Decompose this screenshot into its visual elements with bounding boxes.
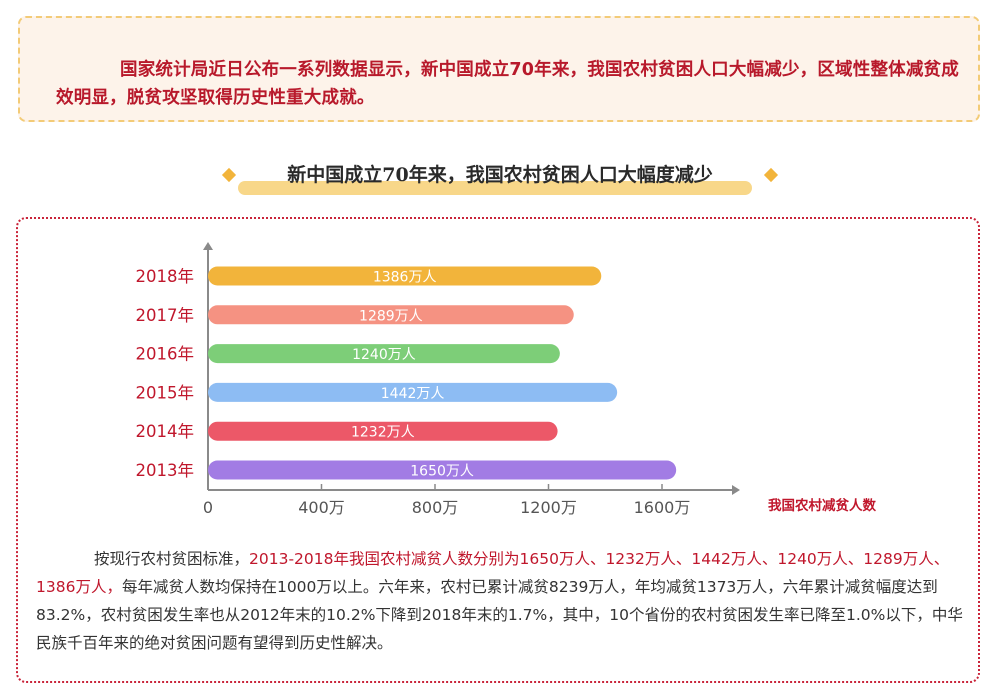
x-tick-label: 400万 [298,498,345,517]
data-label: 1289万人 [359,308,423,324]
bar-chart: 0 400万 800万 1200万 1600万 我国农村减贫人数 2018年 1386万人 20… [136,242,876,517]
intro-text: 国家统计局近日公布一系列数据显示，新中国成立70年来，我国农村贫困人口大幅减少，… [56,60,959,108]
category-label: 2014年 [136,422,195,441]
category-label: 2018年 [136,267,195,286]
x-axis-label: 我国农村减贫人数 [768,497,876,514]
summary-text: 按现行农村贫困标准，2013-2018年我国农村减贫人数分别为1650万人、12… [36,545,966,657]
bar [208,460,677,480]
bar [208,344,560,364]
chart-title: 新中国成立70年来，我国农村贫困人口大幅度减少 [287,164,713,186]
x-axis-arrow-icon [732,485,740,495]
category-label: 2015年 [136,383,195,402]
x-tick-label: 0 [203,498,213,517]
x-tick-label: 800万 [412,498,459,517]
y-axis-arrow-icon [203,242,213,250]
data-label: 1240万人 [352,347,416,363]
category-label: 2016年 [136,345,195,364]
category-label: 2013年 [136,461,195,480]
x-tick-label: 1200万 [520,498,577,517]
chart-container [16,217,980,683]
data-label: 1232万人 [351,425,415,441]
data-label: 1442万人 [381,386,445,402]
title-highlight [238,181,752,195]
bar [208,266,602,286]
category-label: 2017年 [136,306,195,325]
intro-box: 国家统计局近日公布一系列数据显示，新中国成立70年来，我国农村贫困人口大幅减少，… [18,16,980,122]
data-label: 1386万人 [373,270,437,286]
x-tick-label: 1600万 [634,498,691,517]
bar [208,421,558,441]
summary-lead: 按现行农村贫困标准， [94,550,250,568]
bar [208,382,618,402]
bar [208,305,574,325]
data-label: 1650万人 [410,464,474,480]
chart-title-banner: 新中国成立70年来，我国农村贫困人口大幅度减少 [220,158,780,198]
summary-highlight: 2013-2018年我国农村减贫人数分别为1650万人、1232万人、1442万… [36,550,950,596]
summary-rest: 每年减贫人数均保持在1000万以上。六年来，农村已累计减贫8239万人，年均减贫… [36,578,963,652]
